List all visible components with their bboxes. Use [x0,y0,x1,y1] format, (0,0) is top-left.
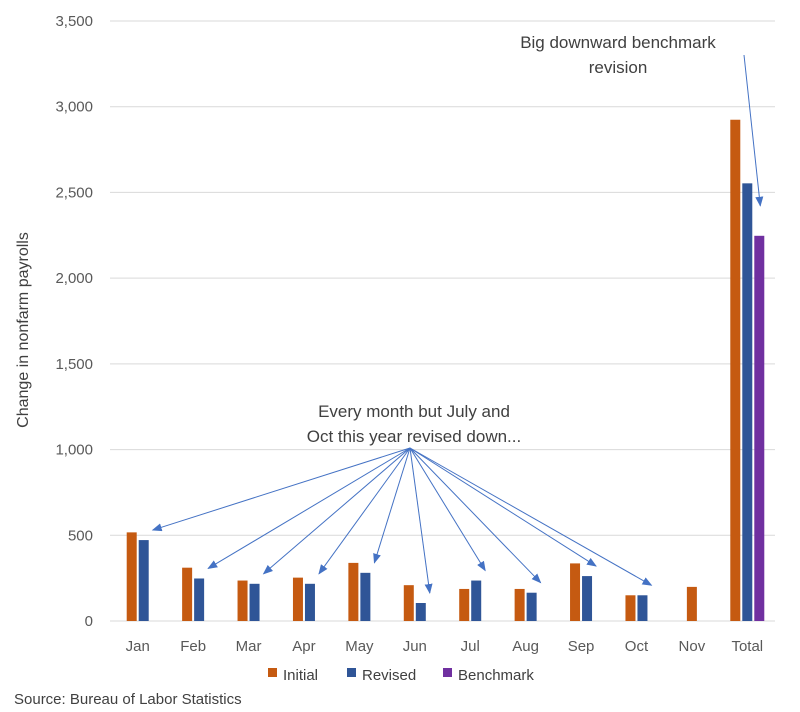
bar-initial-may [348,562,359,621]
arrow-jan [151,447,411,532]
arrow-oct [409,447,653,586]
legend-swatch-benchmark [443,668,452,677]
bars [126,119,765,622]
bar-revised-mar [249,583,260,621]
arrow-apr [318,447,411,575]
y-tick-label-2000: 2,000 [55,270,93,287]
arrow-feb [207,447,411,569]
bar-initial-feb [182,567,193,621]
annotation-monthly-line-1: Every month but July and [318,402,510,421]
y-tick-label-500: 500 [68,527,93,544]
annotation-benchmark-line-2: revision [589,58,648,77]
x-axis-ticks: Jan Feb Mar Apr May Jun Jul Aug Sep Oct Nov Total [126,638,764,655]
arrow-jul [409,447,486,572]
bar-revised-total [742,183,753,622]
x-tick-label-sep: Sep [568,638,595,655]
x-tick-label-jun: Jun [403,638,427,655]
annotation-monthly-line-2: Oct this year revised down... [307,427,521,446]
y-axis-ticks: 0 500 1,000 1,500 2,000 2,500 3,000 3,500 [55,13,93,630]
bar-initial-sep [570,563,581,621]
bar-initial-oct [625,595,636,621]
legend: Initial Revised Benchmark [268,667,534,684]
bar-revised-feb [194,578,205,621]
bar-initial-jul [459,588,470,621]
bar-revised-jun [415,603,426,621]
gridlines [110,20,775,622]
x-tick-label-apr: Apr [292,638,315,655]
bar-initial-jun [403,585,414,621]
y-axis-label: Change in nonfarm payrolls [15,232,32,428]
annotation-arrows [151,54,764,594]
bar-initial-nov [686,586,697,621]
x-tick-label-jan: Jan [126,638,150,655]
x-tick-label-nov: Nov [679,638,706,655]
x-tick-label-oct: Oct [625,638,649,655]
arrow-aug [409,447,542,584]
bar-revised-jul [471,580,482,621]
bar-initial-aug [514,588,525,621]
x-tick-label-may: May [345,638,374,655]
x-tick-label-mar: Mar [236,638,262,655]
bar-initial-total [730,119,741,621]
bar-revised-jan [138,540,149,621]
legend-label-revised: Revised [362,667,416,684]
legend-swatch-revised [347,668,356,677]
arrow-jun [409,447,433,594]
y-tick-label-2500: 2,500 [55,184,93,201]
arrow-sep [409,447,597,567]
y-tick-label-1500: 1,500 [55,356,93,373]
bar-revised-apr [304,583,315,621]
y-tick-label-3500: 3,500 [55,13,93,30]
x-tick-label-aug: Aug [512,638,539,655]
bar-revised-sep [582,576,593,621]
legend-label-initial: Initial [283,667,318,684]
y-tick-label-1000: 1,000 [55,442,93,459]
bar-initial-jan [126,532,137,621]
bar-initial-mar [237,580,248,621]
bar-initial-apr [292,577,303,621]
annotation-benchmark-line-1: Big downward benchmark [520,33,716,52]
x-tick-label-total: Total [731,638,763,655]
arrow-benchmark-total [743,54,764,207]
bar-revised-may [360,572,371,621]
arrow-may [373,447,411,564]
x-tick-label-jul: Jul [461,638,480,655]
y-tick-label-3000: 3,000 [55,99,93,116]
bar-benchmark-total [754,235,765,622]
y-tick-label-0: 0 [85,613,93,630]
arrow-mar [262,447,411,575]
legend-swatch-initial [268,668,277,677]
source-note: Source: Bureau of Labor Statistics [14,691,242,708]
bar-revised-oct [637,595,648,621]
x-tick-label-feb: Feb [180,638,206,655]
bar-revised-aug [526,592,537,621]
legend-label-benchmark: Benchmark [458,667,534,684]
